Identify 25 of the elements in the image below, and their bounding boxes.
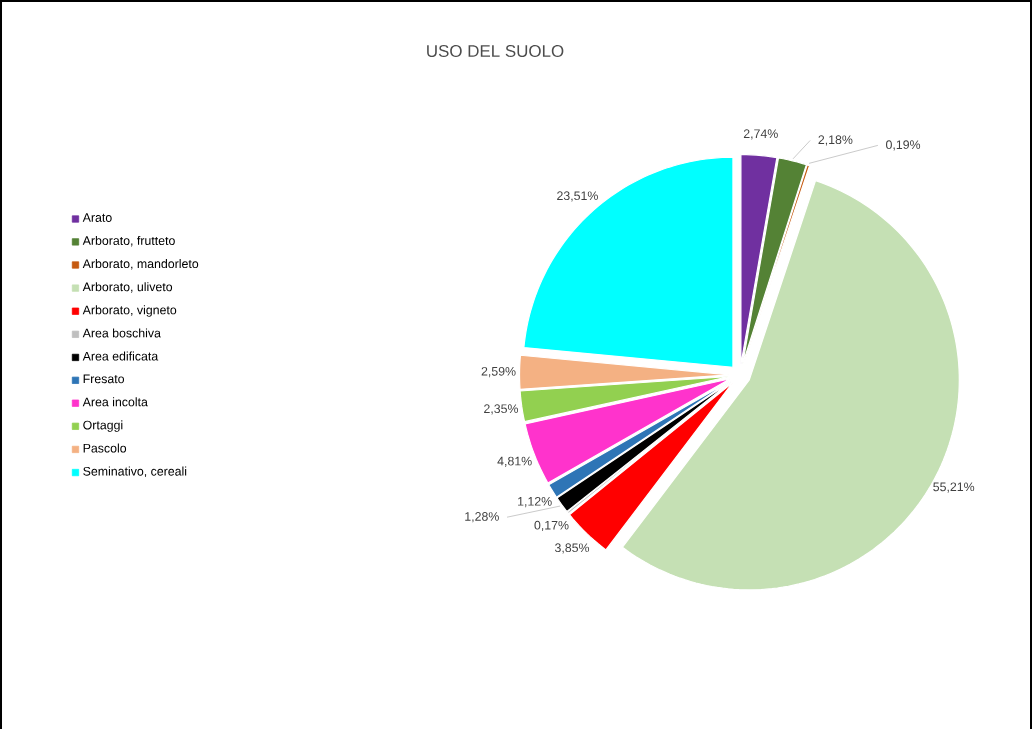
legend-label: Area boschiva	[82, 328, 161, 338]
data-label: 2,35%	[484, 404, 519, 415]
chart-title: USO DEL SUOLO	[427, 45, 564, 57]
legend-label: Seminativo, cereali	[83, 466, 187, 478]
data-label: 1,28%	[465, 512, 499, 523]
data-label: 55,21%	[933, 482, 975, 493]
data-label: 23,51%	[557, 191, 598, 202]
data-label: 2,74%	[743, 129, 778, 140]
data-label: 1,12%	[518, 496, 552, 508]
legend-label: Area edificata	[82, 351, 159, 361]
data-label: 4,81%	[497, 456, 532, 467]
legend-label: Arborato, frutteto	[82, 235, 175, 247]
legend-label: Pascolo	[83, 443, 127, 453]
legend-label: Arborato, mandorleto	[82, 259, 199, 270]
legend-label: Arato	[82, 213, 112, 222]
legend-label: Ortaggi	[83, 420, 123, 432]
data-label: 0,17%	[534, 520, 569, 532]
data-label: 0,19%	[886, 140, 921, 151]
legend-label: Area incolta	[82, 397, 148, 407]
legend-label: Arborato, uliveto	[82, 282, 173, 293]
data-label: 2,59%	[481, 366, 516, 378]
data-label: 3,85%	[554, 543, 590, 554]
legend-label: Fresato	[83, 374, 125, 384]
data-label: 2,18%	[818, 135, 853, 146]
legend-label: Arborato, vigneto	[82, 305, 177, 317]
